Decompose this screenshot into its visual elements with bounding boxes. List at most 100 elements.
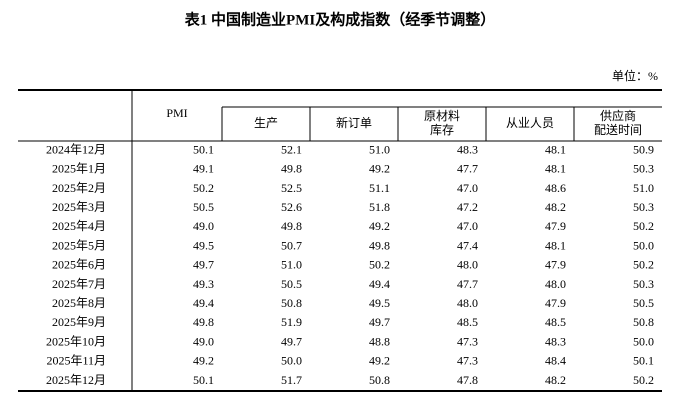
- cell-value: 50.8: [369, 373, 390, 387]
- cell-value: 47.2: [457, 200, 478, 214]
- cell-value: 51.8: [369, 200, 390, 214]
- column-header: 原材料: [424, 109, 460, 123]
- cell-value: 49.1: [193, 162, 214, 176]
- cell-value: 48.4: [545, 354, 566, 368]
- cell-value: 48.3: [545, 334, 566, 348]
- column-header: 生产: [254, 116, 278, 130]
- cell-value: 49.4: [369, 277, 390, 291]
- cell-value: 50.5: [193, 200, 214, 214]
- row-label: 2025年4月: [52, 219, 106, 233]
- cell-value: 47.4: [457, 238, 478, 252]
- cell-value: 49.8: [281, 219, 302, 233]
- cell-value: 49.2: [369, 219, 390, 233]
- cell-value: 48.0: [457, 296, 478, 310]
- row-label: 2024年12月: [46, 142, 106, 156]
- cell-value: 49.0: [193, 334, 214, 348]
- cell-value: 49.0: [193, 219, 214, 233]
- column-header: 从业人员: [506, 116, 554, 130]
- cell-value: 48.1: [545, 162, 566, 176]
- cell-value: 51.0: [281, 258, 302, 272]
- cell-value: 48.2: [545, 373, 566, 387]
- cell-value: 47.9: [545, 258, 566, 272]
- cell-value: 49.5: [193, 238, 214, 252]
- cell-value: 50.7: [281, 238, 302, 252]
- row-label: 2025年8月: [52, 296, 106, 310]
- row-label: 2025年3月: [52, 200, 106, 214]
- cell-value: 48.1: [545, 238, 566, 252]
- cell-value: 49.3: [193, 277, 214, 291]
- cell-value: 50.3: [633, 277, 654, 291]
- row-label: 2025年5月: [52, 238, 106, 252]
- cell-value: 50.1: [193, 373, 214, 387]
- cell-value: 51.9: [281, 315, 302, 329]
- cell-value: 49.8: [369, 238, 390, 252]
- cell-value: 50.5: [633, 296, 654, 310]
- cell-value: 50.2: [193, 181, 214, 195]
- cell-value: 48.5: [545, 315, 566, 329]
- title: 表1 中国制造业PMI及构成指数（经季节调整）: [185, 10, 495, 28]
- cell-value: 49.7: [369, 315, 390, 329]
- cell-value: 49.5: [369, 296, 390, 310]
- column-header: 供应商: [600, 108, 636, 123]
- cell-value: 50.3: [633, 162, 654, 176]
- cell-value: 48.5: [457, 315, 478, 329]
- cell-value: 51.0: [369, 142, 390, 156]
- cell-value: 50.2: [633, 219, 654, 233]
- cell-value: 50.0: [281, 354, 302, 368]
- cell-value: 49.8: [281, 162, 302, 176]
- cell-value: 50.2: [633, 373, 654, 387]
- row-label: 2025年1月: [52, 162, 106, 176]
- cell-value: 51.1: [369, 181, 390, 195]
- cell-value: 50.8: [633, 315, 654, 329]
- cell-value: 51.0: [633, 181, 654, 195]
- cell-value: 48.6: [545, 181, 566, 195]
- cell-value: 49.2: [369, 162, 390, 176]
- row-label: 2025年7月: [52, 277, 106, 291]
- cell-value: 47.0: [457, 219, 478, 233]
- cell-value: 47.3: [457, 354, 478, 368]
- cell-value: 47.7: [457, 162, 478, 176]
- cell-value: 49.2: [369, 354, 390, 368]
- row-label: 2025年12月: [46, 373, 106, 387]
- cell-value: 50.9: [633, 142, 654, 156]
- column-header: PMI: [166, 106, 187, 120]
- cell-value: 49.2: [193, 354, 214, 368]
- cell-value: 50.1: [633, 354, 654, 368]
- cell-value: 47.8: [457, 373, 478, 387]
- cell-value: 52.5: [281, 181, 302, 195]
- cell-value: 47.9: [545, 296, 566, 310]
- row-label: 2025年10月: [46, 334, 106, 348]
- row-label: 2025年6月: [52, 258, 106, 272]
- cell-value: 51.7: [281, 373, 302, 387]
- cell-value: 50.2: [369, 258, 390, 272]
- cell-value: 48.1: [545, 142, 566, 156]
- row-label: 2025年11月: [46, 354, 106, 368]
- cell-value: 48.8: [369, 334, 390, 348]
- cell-value: 50.8: [281, 296, 302, 310]
- cell-value: 48.3: [457, 142, 478, 156]
- cell-value: 50.0: [633, 334, 654, 348]
- cell-value: 48.0: [545, 277, 566, 291]
- cell-value: 50.0: [633, 238, 654, 252]
- row-label: 2025年9月: [52, 315, 106, 329]
- cell-value: 52.1: [281, 142, 302, 156]
- cell-value: 49.4: [193, 296, 214, 310]
- cell-value: 47.3: [457, 334, 478, 348]
- cell-value: 47.7: [457, 277, 478, 291]
- cell-value: 48.0: [457, 258, 478, 272]
- cell-value: 50.5: [281, 277, 302, 291]
- cell-value: 47.0: [457, 181, 478, 195]
- cell-value: 50.1: [193, 142, 214, 156]
- cell-value: 47.9: [545, 219, 566, 233]
- cell-value: 49.7: [281, 334, 302, 348]
- column-header: 配送时间: [594, 122, 642, 137]
- column-header: 库存: [430, 122, 454, 137]
- row-label: 2025年2月: [52, 181, 106, 195]
- cell-value: 49.7: [193, 258, 214, 272]
- column-header: 新订单: [336, 115, 372, 130]
- cell-value: 50.2: [633, 258, 654, 272]
- cell-value: 48.2: [545, 200, 566, 214]
- cell-value: 50.3: [633, 200, 654, 214]
- cell-value: 52.6: [281, 200, 302, 214]
